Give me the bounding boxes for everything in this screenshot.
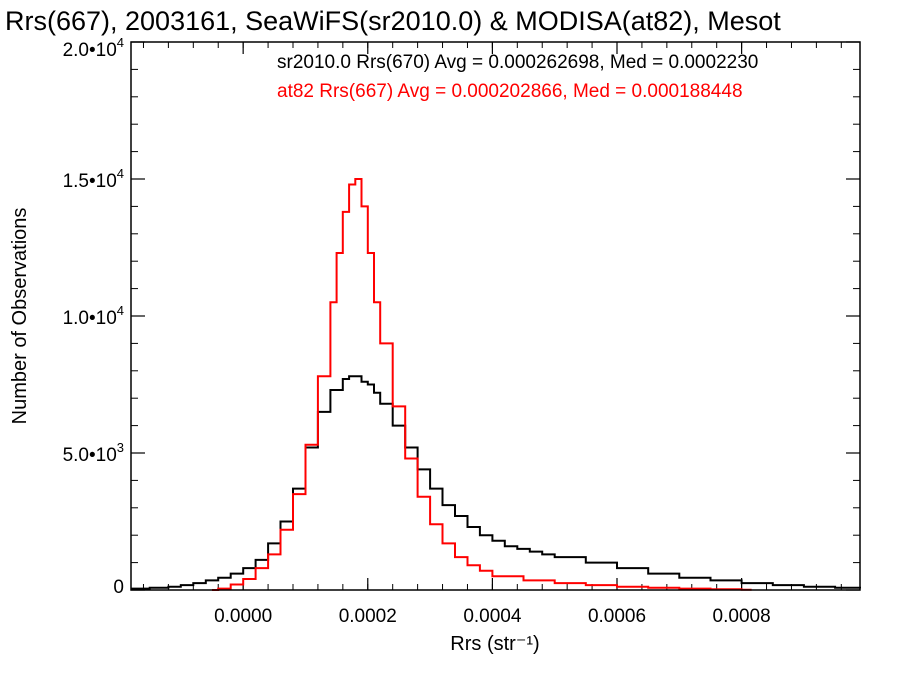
axis-ticks <box>131 41 860 591</box>
y-axis-label: Number of Observations <box>9 208 31 425</box>
x-tick-label: 0.0000 <box>214 606 272 627</box>
chart-title: Rrs(667), 2003161, SeaWiFS(sr2010.0) & M… <box>5 6 781 36</box>
plot-area-frame <box>130 41 861 591</box>
x-tick-label: 0.0008 <box>713 606 771 627</box>
x-tick-label: 0.0006 <box>588 606 646 627</box>
y-tick-label: 1.5•104 <box>63 166 124 192</box>
series-red-modisa <box>212 178 752 591</box>
legend-annotation-red: at82 Rrs(667) Avg = 0.000202866, Med = 0… <box>277 81 743 102</box>
legend-annotation-black: sr2010.0 Rrs(670) Avg = 0.000262698, Med… <box>277 52 758 73</box>
y-tick-label: 5.0•103 <box>63 440 124 466</box>
x-tick-label: 0.0004 <box>463 606 522 627</box>
x-tick-label: 0.0002 <box>339 606 397 627</box>
series-layer <box>131 178 861 591</box>
series-black-seawifs <box>131 375 861 590</box>
x-tick-labels: 0.0000 0.0002 0.0004 0.0006 0.0008 <box>214 606 771 627</box>
y-tick-label: 2.0•104 <box>63 35 124 61</box>
y-tick-label: 0 <box>113 577 124 598</box>
y-tick-labels: 0 5.0•103 1.0•104 1.5•104 2.0•104 <box>63 35 124 598</box>
y-tick-label: 1.0•104 <box>63 303 124 329</box>
x-axis-label: Rrs (str⁻¹) <box>450 633 539 655</box>
